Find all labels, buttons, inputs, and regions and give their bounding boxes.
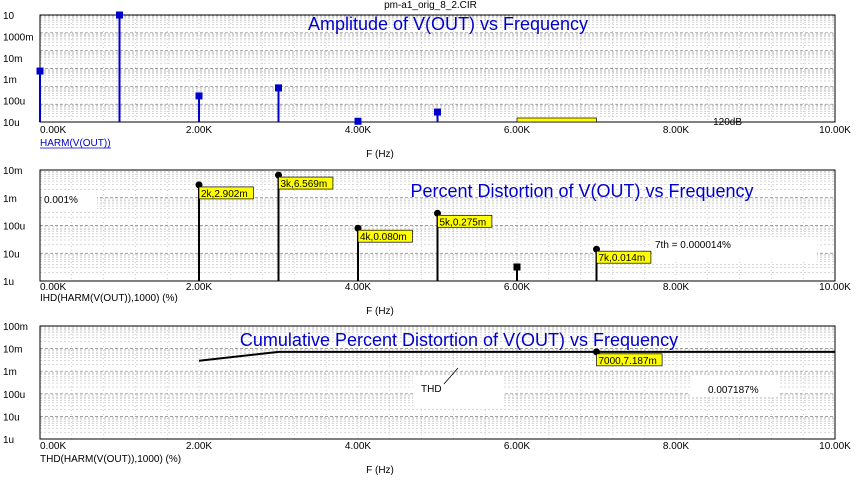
harmonic-marker (116, 11, 123, 19)
annotation-pct: 0.001% (44, 195, 78, 206)
data-label: 7000,7.187m (599, 356, 657, 367)
x-tick-label: 10.00K (819, 125, 851, 136)
y-tick-label: 100u (3, 390, 25, 401)
y-tick-label: 10u (3, 412, 20, 423)
x-tick-label: 2.00K (186, 282, 212, 293)
data-label: 3k,6.569m (281, 179, 328, 190)
thd-series-line (198, 350, 835, 362)
data-label-box (437, 214, 493, 228)
y-tick-label: 10 (3, 11, 15, 22)
annotation-bg (690, 375, 778, 397)
harmonic-marker (354, 117, 362, 125)
x-tick-label: 0.00K (40, 125, 66, 136)
chart-title: Cumulative Percent Distortion of V(OUT) … (240, 330, 678, 350)
x-tick-label: 6.00K (504, 282, 530, 293)
x-tick-label: 2.00K (186, 125, 212, 136)
annotation-bg (42, 190, 97, 210)
data-label: 4k,0.080m (360, 232, 407, 243)
annotation-bg (652, 238, 817, 262)
annotation-thd: THD (421, 384, 442, 395)
x-tick-label: 4.00K (345, 282, 371, 293)
y-axis-label: IHD(HARM(V(OUT)),1000) (%) (40, 293, 178, 304)
data-label-box (278, 176, 334, 190)
x-tick-label: 6.00K (504, 125, 530, 136)
x-tick-label: 10.00K (819, 441, 851, 452)
data-label-box (198, 186, 254, 200)
annotation-pointer (443, 367, 459, 385)
annotation-7th: 7th = 0.000014% (655, 240, 731, 251)
x-axis-label: F (Hz) (366, 149, 394, 160)
plot-frame (39, 325, 836, 440)
data-label: 2k,2.902m (201, 189, 248, 200)
harmonic-marker (275, 84, 282, 92)
y-tick-label: 1u (3, 277, 14, 288)
y-tick-label: 1000m (3, 32, 34, 43)
y-tick-label: 10m (3, 345, 22, 356)
y-tick-label: 1u (3, 435, 14, 446)
x-tick-label: 6.00K (504, 441, 530, 452)
annotation-bg (413, 375, 503, 407)
y-tick-label: 10u (3, 249, 20, 260)
y-axis-label: HARM(V(OUT)) (40, 138, 111, 149)
data-label: 5k,0.275m (440, 217, 487, 228)
harmonic-marker (513, 263, 521, 271)
data-label-box (596, 353, 663, 367)
x-axis-label: F (Hz) (366, 306, 394, 317)
harmonic-marker (195, 92, 203, 100)
y-tick-label: 100u (3, 222, 25, 233)
annotation-120db: - 120dB (707, 117, 742, 128)
highlight-range (516, 117, 597, 123)
y-axis-label: THD(HARM(V(OUT)),1000) (%) (40, 454, 181, 465)
harmonic-marker (36, 67, 44, 75)
chart-title: Amplitude of V(OUT) vs Frequency (308, 14, 588, 34)
y-tick-label: 100m (3, 322, 28, 333)
window-title: pm-a1_orig_8_2.CIR (384, 0, 477, 11)
x-tick-label: 4.00K (345, 441, 371, 452)
y-tick-label: 10u (3, 118, 20, 129)
y-tick-label: 1m (3, 367, 17, 378)
x-tick-label: 8.00K (663, 441, 689, 452)
data-label: 7k,0.014m (599, 253, 646, 264)
harmonic-marker (434, 108, 441, 116)
y-tick-label: 10m (3, 54, 22, 65)
x-tick-label: 8.00K (663, 282, 689, 293)
annotation-final: 0.007187% (708, 385, 759, 396)
x-tick-label: 8.00K (663, 125, 689, 136)
data-label-box (596, 250, 652, 264)
y-tick-label: 1m (3, 194, 17, 205)
chart-title: Percent Distortion of V(OUT) vs Frequenc… (410, 181, 753, 201)
data-label-box (357, 229, 413, 243)
y-tick-label: 10m (3, 166, 22, 177)
x-tick-label: 0.00K (40, 441, 66, 452)
x-tick-label: 2.00K (186, 441, 212, 452)
y-tick-label: 100u (3, 97, 25, 108)
x-axis-label: F (Hz) (366, 465, 394, 476)
x-tick-label: 10.00K (819, 282, 851, 293)
x-tick-label: 0.00K (40, 282, 66, 293)
x-tick-label: 4.00K (345, 125, 371, 136)
y-tick-label: 1m (3, 75, 17, 86)
